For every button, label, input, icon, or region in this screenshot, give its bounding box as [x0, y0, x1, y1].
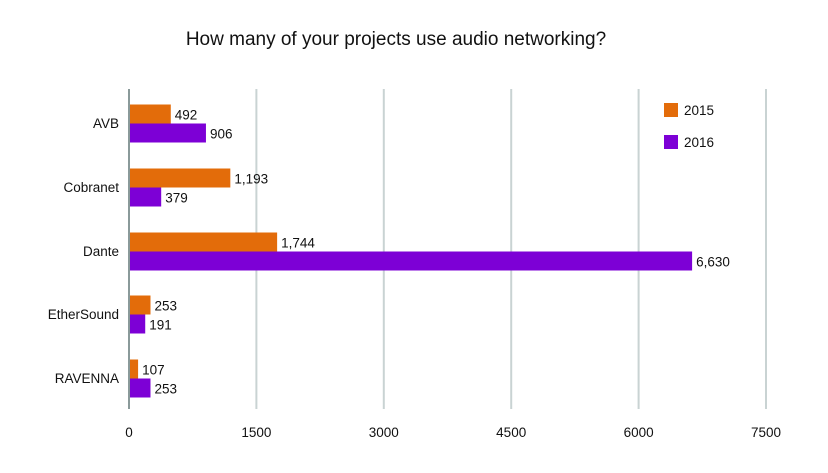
- category-label-ravenna: RAVENNA: [55, 371, 119, 386]
- gridlines: [255, 89, 767, 409]
- bar-ravenna-2015: [130, 359, 139, 379]
- value-label-ravenna-2015: 107: [142, 363, 165, 378]
- category-label-dante: Dante: [83, 244, 119, 259]
- chart-title: How many of your projects use audio netw…: [186, 29, 606, 50]
- bar-dante-2015: [130, 232, 278, 252]
- bar-avb-2015: [130, 104, 171, 124]
- x-tick-label-6000: 6000: [624, 425, 654, 440]
- category-label-cobranet: Cobranet: [63, 180, 119, 195]
- bar-avb-2016: [130, 123, 206, 143]
- x-tick-label-0: 0: [125, 425, 133, 440]
- bar-ethersound-2016: [130, 314, 146, 334]
- category-label-ethersound: EtherSound: [48, 307, 119, 322]
- x-tick-label-1500: 1500: [241, 425, 271, 440]
- legend-label-2015: 2015: [684, 103, 714, 118]
- bars: [130, 104, 693, 398]
- value-label-ethersound-2015: 253: [154, 299, 177, 314]
- category-label-avb: AVB: [93, 116, 119, 131]
- value-label-dante-2016: 6,630: [696, 255, 730, 270]
- bar-ethersound-2015: [130, 295, 151, 315]
- value-label-cobranet-2016: 379: [165, 191, 188, 206]
- x-tick-label-3000: 3000: [369, 425, 399, 440]
- value-label-dante-2015: 1,744: [281, 236, 315, 251]
- value-label-ethersound-2016: 191: [149, 318, 172, 333]
- legend: 2015 2016: [664, 103, 714, 150]
- x-tick-label-7500: 7500: [751, 425, 781, 440]
- labels: 0 1500 3000 4500 6000 7500 AVB 492 906 Cobranet 1,…: [48, 108, 781, 441]
- legend-label-2016: 2016: [684, 135, 714, 150]
- legend-swatch-2015: [664, 103, 678, 117]
- value-label-cobranet-2015: 1,193: [234, 172, 268, 187]
- legend-swatch-2016: [664, 135, 678, 149]
- bar-dante-2016: [130, 251, 693, 271]
- value-label-avb-2015: 492: [175, 108, 198, 123]
- bar-cobranet-2015: [130, 168, 231, 188]
- x-tick-label-4500: 4500: [496, 425, 526, 440]
- value-label-ravenna-2016: 253: [154, 382, 177, 397]
- value-label-avb-2016: 906: [210, 127, 233, 142]
- bar-cobranet-2016: [130, 187, 162, 207]
- bar-ravenna-2016: [130, 378, 151, 398]
